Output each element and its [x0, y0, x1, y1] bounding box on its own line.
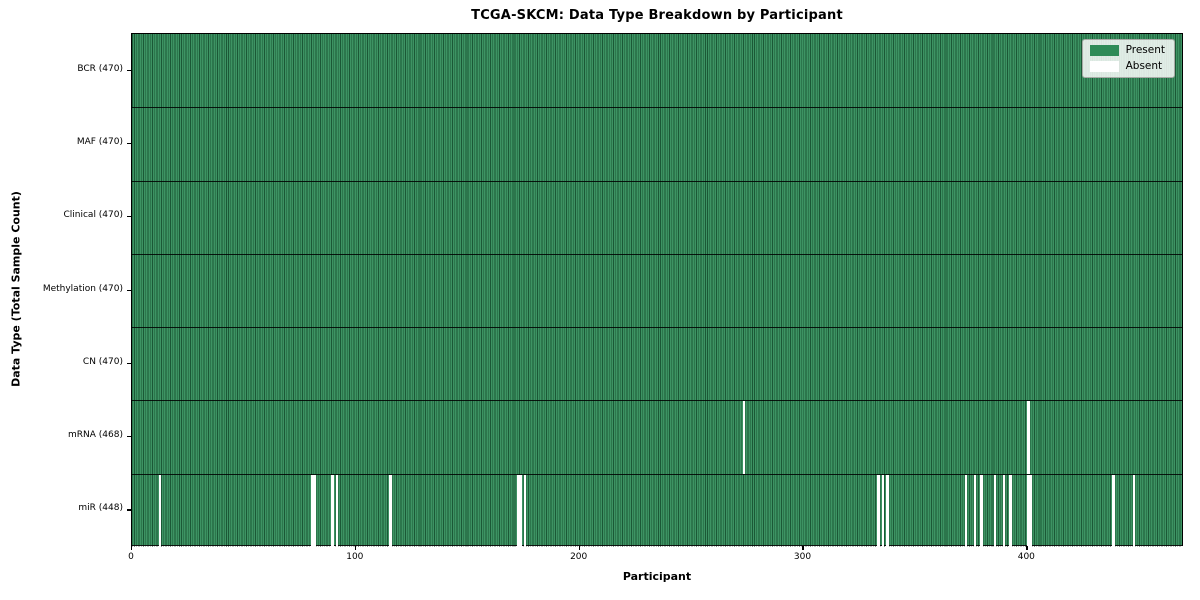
- absent-cell: [335, 474, 339, 547]
- absent-swatch-icon: [1089, 60, 1119, 72]
- absent-cell: [1112, 474, 1115, 547]
- absent-cell: [1027, 474, 1030, 547]
- absent-cell: [1132, 474, 1135, 547]
- present-swatch-icon: [1089, 44, 1119, 56]
- absent-cell: [389, 474, 392, 547]
- absent-cell: [516, 474, 520, 547]
- xtick-mark: [802, 546, 804, 550]
- absent-cell: [980, 474, 983, 547]
- absent-cell: [973, 474, 977, 547]
- xtick-label-300: 300: [793, 552, 812, 562]
- legend: Present Absent: [1081, 39, 1175, 78]
- ytick-mark: [127, 142, 131, 145]
- ytick-mark: [127, 362, 131, 364]
- absent-cell: [1029, 474, 1032, 547]
- ytick-label-bcr: BCR (470): [77, 63, 123, 74]
- absent-cell: [964, 474, 968, 547]
- xtick-label-400: 400: [1017, 552, 1035, 562]
- ytick-mark: [127, 509, 131, 511]
- absent-cell: [313, 474, 316, 547]
- absent-cell: [519, 474, 522, 547]
- ytick-label-methylation: Methylation (470): [42, 283, 123, 294]
- absent-cell: [993, 474, 997, 547]
- absent-cell: [1009, 474, 1012, 547]
- absent-cell: [886, 474, 889, 547]
- ytick-label-mrna: mRNA (468): [68, 430, 123, 441]
- absent-cell: [881, 474, 885, 547]
- absent-cell: [311, 474, 314, 547]
- absent-cell: [331, 474, 334, 547]
- xtick-mark: [1026, 546, 1028, 550]
- ytick-label-cn: CN (470): [82, 356, 123, 367]
- ytick-mark: [127, 289, 131, 291]
- xtick-label-100: 100: [346, 552, 364, 562]
- absent-cell: [743, 401, 746, 474]
- legend-entry-absent: Absent: [1089, 60, 1165, 72]
- chart-title: TCGA-SKCM: Data Type Breakdown by Partic…: [471, 8, 843, 23]
- x-axis-label: Participant: [622, 570, 692, 583]
- data-row-maf: [132, 107, 1182, 181]
- legend-entry-present: Present: [1089, 44, 1165, 56]
- absent-cell: [523, 474, 527, 547]
- ytick-mark: [127, 436, 131, 438]
- data-row-cn: [132, 327, 1182, 401]
- data-row-mir: [132, 473, 1182, 547]
- data-row-bcr: [132, 34, 1182, 108]
- data-row-clinical: [132, 180, 1182, 254]
- data-row-methylation: [132, 253, 1182, 328]
- xtick-label-200: 200: [570, 552, 588, 562]
- xtick-mark: [131, 546, 133, 550]
- absent-cell: [1002, 474, 1006, 547]
- xtick-mark: [354, 546, 357, 550]
- absent-cell: [877, 474, 880, 547]
- xtick-mark: [578, 546, 580, 550]
- legend-label-absent: Absent: [1125, 60, 1163, 72]
- absent-cell: [158, 474, 162, 547]
- ytick-label-mir: miR (448): [78, 503, 123, 514]
- plot-area: Present Absent: [131, 33, 1183, 547]
- ytick-mark: [127, 69, 131, 71]
- ytick-label-clinical: Clinical (470): [63, 210, 123, 221]
- xtick-label-0: 0: [128, 552, 134, 562]
- legend-label-present: Present: [1125, 44, 1165, 56]
- absent-cell: [1027, 401, 1030, 474]
- ytick-mark: [127, 216, 131, 218]
- data-row-mrna: [132, 400, 1182, 474]
- ytick-label-maf: MAF (470): [76, 136, 123, 147]
